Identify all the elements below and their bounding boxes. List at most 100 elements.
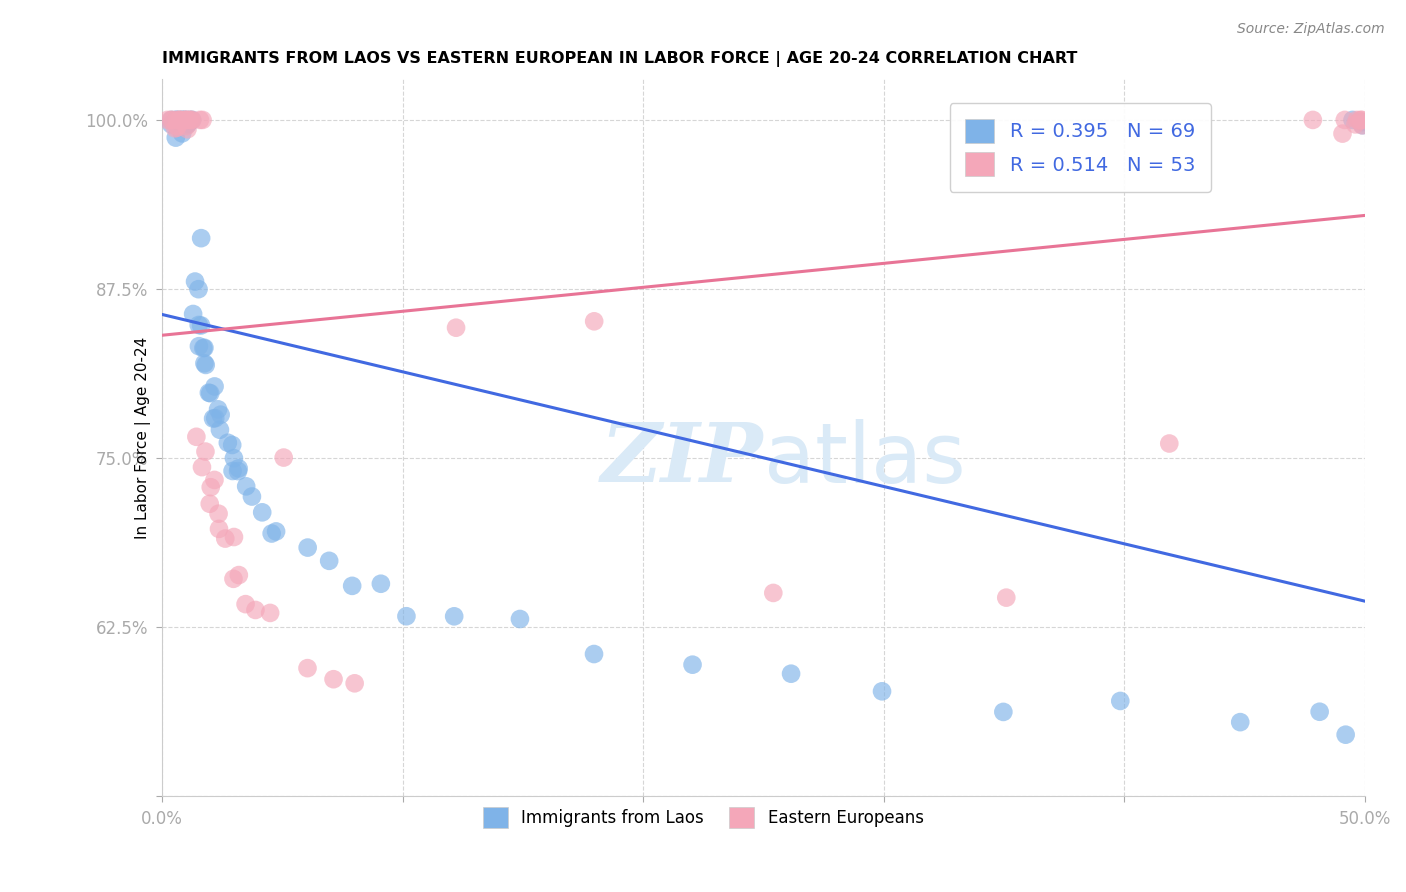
Point [172,112,194,127]
Point [343,676,366,690]
Point [190,231,212,245]
Point [1351,118,1374,132]
Point [176,112,198,127]
Point [226,464,249,478]
Text: IMMIGRANTS FROM LAOS VS EASTERN EUROPEAN IN LABOR FORCE | AGE 20-24 CORRELATION : IMMIGRANTS FROM LAOS VS EASTERN EUROPEAN… [162,51,1077,67]
Point [1341,112,1364,127]
Point [181,112,204,127]
Point [204,379,226,393]
Text: Source: ZipAtlas.com: Source: ZipAtlas.com [1237,22,1385,37]
Point [169,112,191,127]
Point [202,411,225,425]
Point [188,112,211,127]
Point [159,112,181,127]
Point [204,411,226,425]
Point [1346,112,1368,127]
Point [264,524,287,539]
Point [169,115,191,129]
Y-axis label: In Labor Force | Age 20-24: In Labor Force | Age 20-24 [135,336,150,539]
Point [870,684,893,698]
Point [179,112,201,127]
Point [1109,694,1132,708]
Point [207,402,229,417]
Point [193,341,215,355]
Point [200,386,222,401]
Point [509,612,531,626]
Point [174,120,197,134]
Point [582,647,605,661]
Point [198,497,221,511]
Point [172,127,194,141]
Point [169,113,191,128]
Point [322,672,344,686]
Point [190,318,212,333]
Point [222,451,245,466]
Point [166,119,188,133]
Point [166,112,188,127]
Point [208,423,231,437]
Point [207,507,229,521]
Point [194,444,217,458]
Point [221,438,243,452]
Point [297,661,319,675]
Point [260,526,283,541]
Point [995,591,1018,605]
Point [174,112,197,127]
Point [165,112,187,127]
Point [1351,115,1374,129]
Point [443,609,465,624]
Point [172,116,194,130]
Point [167,112,190,127]
Point [169,112,191,127]
Point [172,114,194,128]
Point [1351,118,1374,132]
Point [762,586,785,600]
Point [1350,112,1372,127]
Point [170,112,193,127]
Point [176,119,198,133]
Point [163,121,186,136]
Point [318,554,340,568]
Point [187,339,209,353]
Point [993,705,1015,719]
Point [174,112,197,127]
Point [156,112,179,127]
Point [204,473,226,487]
Point [1348,113,1371,128]
Point [179,112,201,127]
Point [193,341,215,355]
Point [221,464,243,478]
Point [187,318,209,332]
Point [166,120,188,135]
Point [181,307,204,321]
Point [162,112,184,127]
Text: ZIP: ZIP [600,419,763,500]
Point [200,480,222,494]
Point [186,430,208,444]
Point [444,320,467,334]
Point [176,112,198,127]
Point [177,116,200,130]
Point [583,314,606,328]
Point [217,435,239,450]
Point [191,460,214,475]
Point [176,122,198,136]
Point [191,112,214,127]
Point [1331,127,1354,141]
Point [184,275,207,289]
Point [208,522,231,536]
Point [165,130,187,145]
Point [259,606,281,620]
Point [228,568,250,582]
Point [370,576,392,591]
Point [222,572,245,586]
Text: atlas: atlas [763,418,966,500]
Point [214,532,236,546]
Point [160,112,183,127]
Point [273,450,295,465]
Point [228,461,250,475]
Point [193,356,215,370]
Point [1159,436,1181,450]
Point [173,112,195,127]
Point [181,112,204,127]
